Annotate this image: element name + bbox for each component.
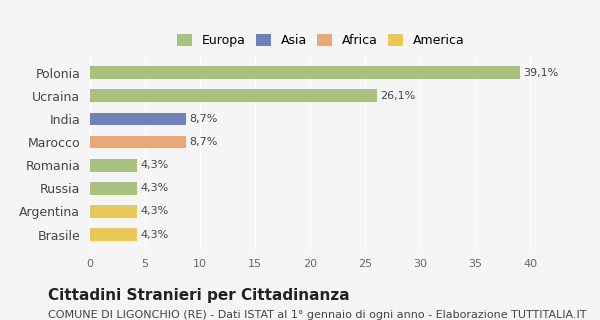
Bar xyxy=(90,113,186,125)
Bar xyxy=(90,90,377,102)
Legend: Europa, Asia, Africa, America: Europa, Asia, Africa, America xyxy=(172,29,470,52)
Text: 39,1%: 39,1% xyxy=(523,68,559,78)
Bar xyxy=(90,182,137,195)
Bar xyxy=(90,136,186,148)
Bar xyxy=(90,66,520,79)
Text: 4,3%: 4,3% xyxy=(140,183,169,193)
Text: 8,7%: 8,7% xyxy=(189,137,217,147)
Text: 4,3%: 4,3% xyxy=(140,160,169,170)
Text: 26,1%: 26,1% xyxy=(380,91,416,101)
Bar xyxy=(90,159,137,172)
Text: 8,7%: 8,7% xyxy=(189,114,217,124)
Bar xyxy=(90,228,137,241)
Bar xyxy=(90,205,137,218)
Text: 4,3%: 4,3% xyxy=(140,206,169,216)
Text: Cittadini Stranieri per Cittadinanza: Cittadini Stranieri per Cittadinanza xyxy=(48,288,350,303)
Text: COMUNE DI LIGONCHIO (RE) - Dati ISTAT al 1° gennaio di ogni anno - Elaborazione : COMUNE DI LIGONCHIO (RE) - Dati ISTAT al… xyxy=(48,310,587,320)
Text: 4,3%: 4,3% xyxy=(140,229,169,239)
